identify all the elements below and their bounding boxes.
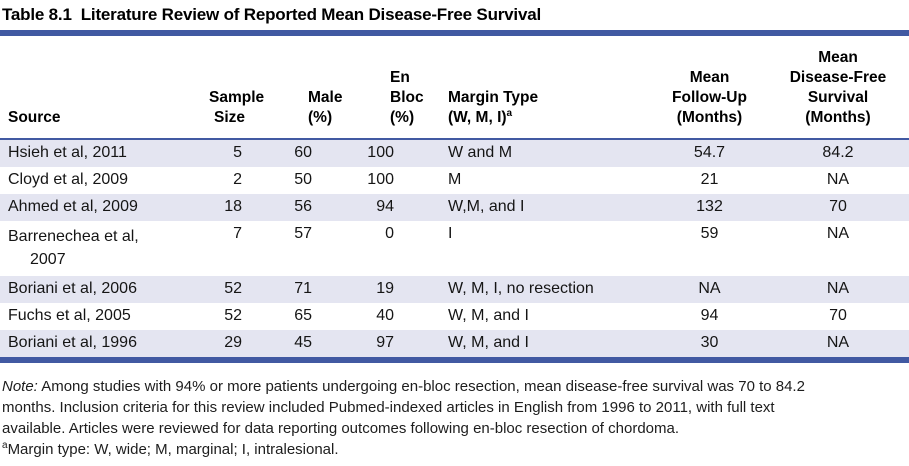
cell-en-bloc-pct: 0 <box>385 225 394 242</box>
col-header-male-pct: Male (%) <box>250 36 342 140</box>
cell-male-pct: 60 <box>250 139 320 167</box>
cell-male-pct: 56 <box>250 194 320 221</box>
cell-mean-dfs: 84.2 <box>767 139 909 167</box>
footnote-text: Margin type: W, wide; M, marginal; I, in… <box>7 441 339 458</box>
col-header-sample-size: Sample Size <box>195 36 264 140</box>
note-label: Note: <box>2 378 38 395</box>
cell-mean-follow-up: 21 <box>700 171 719 188</box>
col-header-mean-follow-up: Mean Follow-Up (Months) <box>652 36 767 140</box>
cell-en-bloc-pct: 19 <box>320 276 400 303</box>
cell-margin-type: W,M, and I <box>400 194 652 221</box>
table-row: Barrenechea et al, 2007 7 57 0 I 59 NA <box>0 221 909 276</box>
cell-source: Fuchs et al, 2005 <box>8 307 131 324</box>
cell-mean-dfs: 70 <box>767 194 909 221</box>
literature-review-table: Source Sample Size Male (%) En Bloc (%) … <box>0 36 909 357</box>
cell-en-bloc-pct: 100 <box>367 171 394 188</box>
col-header-en-bloc-pct: En Bloc (%) <box>320 36 424 140</box>
cell-male-pct: 57 <box>294 225 312 242</box>
cell-mean-follow-up: 59 <box>700 225 719 242</box>
margin-type-footnote-marker: a <box>506 107 513 119</box>
header-row: Source Sample Size Male (%) En Bloc (%) … <box>0 36 909 140</box>
cell-source: Cloyd et al, 2009 <box>8 171 129 188</box>
cell-source: Ahmed et al, 2009 <box>0 194 195 221</box>
table-row: Boriani et al, 1996 29 45 97 W, M, and I… <box>0 330 909 357</box>
cell-sample-size: 5 <box>195 139 250 167</box>
cell-mean-dfs: NA <box>826 225 850 242</box>
table-note: Note: Among studies with 94% or more pat… <box>2 376 903 439</box>
col-header-source: Source <box>0 36 195 140</box>
cell-sample-size: 52 <box>195 276 250 303</box>
cell-male-pct: 71 <box>250 276 320 303</box>
margin-type-footnote: aMargin type: W, wide; M, marginal; I, i… <box>2 439 903 460</box>
table-row: Ahmed et al, 2009 18 56 94 W,M, and I 13… <box>0 194 909 221</box>
cell-mean-follow-up: 30 <box>652 330 767 357</box>
col-header-margin-type: Margin Type (W, M, I)a <box>400 36 652 140</box>
cell-mean-follow-up: NA <box>652 276 767 303</box>
margin-type-label: Margin Type (W, M, I) <box>448 89 539 126</box>
note-text: Among studies with 94% or more patients … <box>2 378 805 437</box>
cell-mean-dfs: NA <box>767 330 909 357</box>
table-header: Source Sample Size Male (%) En Bloc (%) … <box>0 36 909 140</box>
cell-source: Boriani et al, 1996 <box>0 330 195 357</box>
cell-en-bloc-pct: 94 <box>320 194 400 221</box>
cell-mean-follow-up: 54.7 <box>652 139 767 167</box>
table-title: Table 8.1 Literature Review of Reported … <box>2 5 541 24</box>
cell-male-pct: 65 <box>294 307 312 324</box>
cell-margin-type: M <box>448 171 462 188</box>
cell-mean-dfs: NA <box>767 276 909 303</box>
cell-male-pct: 45 <box>250 330 320 357</box>
table-row: Cloyd et al, 2009 2 50 100 M 21 NA <box>0 167 909 194</box>
cell-mean-follow-up: 94 <box>700 307 719 324</box>
cell-sample-size: 2 <box>233 171 242 188</box>
cell-sample-size: 18 <box>195 194 250 221</box>
cell-margin-type: W, M, and I <box>448 307 529 324</box>
notes-block: Note: Among studies with 94% or more pat… <box>0 363 909 460</box>
cell-margin-type: W, M, I, no resection <box>400 276 652 303</box>
cell-en-bloc-pct: 100 <box>320 139 400 167</box>
footnote-marker: a <box>2 440 8 451</box>
cell-mean-dfs: NA <box>826 171 850 188</box>
table-row: Boriani et al, 2006 52 71 19 W, M, I, no… <box>0 276 909 303</box>
cell-sample-size: 7 <box>233 225 242 242</box>
bottom-accent-bar <box>0 357 909 363</box>
cell-male-pct: 50 <box>294 171 312 188</box>
cell-sample-size: 29 <box>195 330 250 357</box>
cell-en-bloc-pct: 40 <box>376 307 394 324</box>
cell-mean-dfs: 70 <box>829 307 847 324</box>
cell-source: Barrenechea et al, 2007 <box>8 228 139 268</box>
cell-margin-type: W, M, and I <box>400 330 652 357</box>
cell-sample-size: 52 <box>224 307 242 324</box>
cell-en-bloc-pct: 97 <box>320 330 400 357</box>
top-accent-bar <box>0 30 909 36</box>
col-header-mean-dfs: Mean Disease-Free Survival (Months) <box>767 36 909 140</box>
table-body: Hsieh et al, 2011 5 60 100 W and M 54.7 … <box>0 139 909 357</box>
table-row: Hsieh et al, 2011 5 60 100 W and M 54.7 … <box>0 139 909 167</box>
cell-source: Boriani et al, 2006 <box>0 276 195 303</box>
cell-source: Hsieh et al, 2011 <box>0 139 195 167</box>
cell-margin-type: W and M <box>400 139 652 167</box>
cell-margin-type: I <box>448 225 453 242</box>
table-row: Fuchs et al, 2005 52 65 40 W, M, and I 9… <box>0 303 909 330</box>
cell-mean-follow-up: 132 <box>652 194 767 221</box>
